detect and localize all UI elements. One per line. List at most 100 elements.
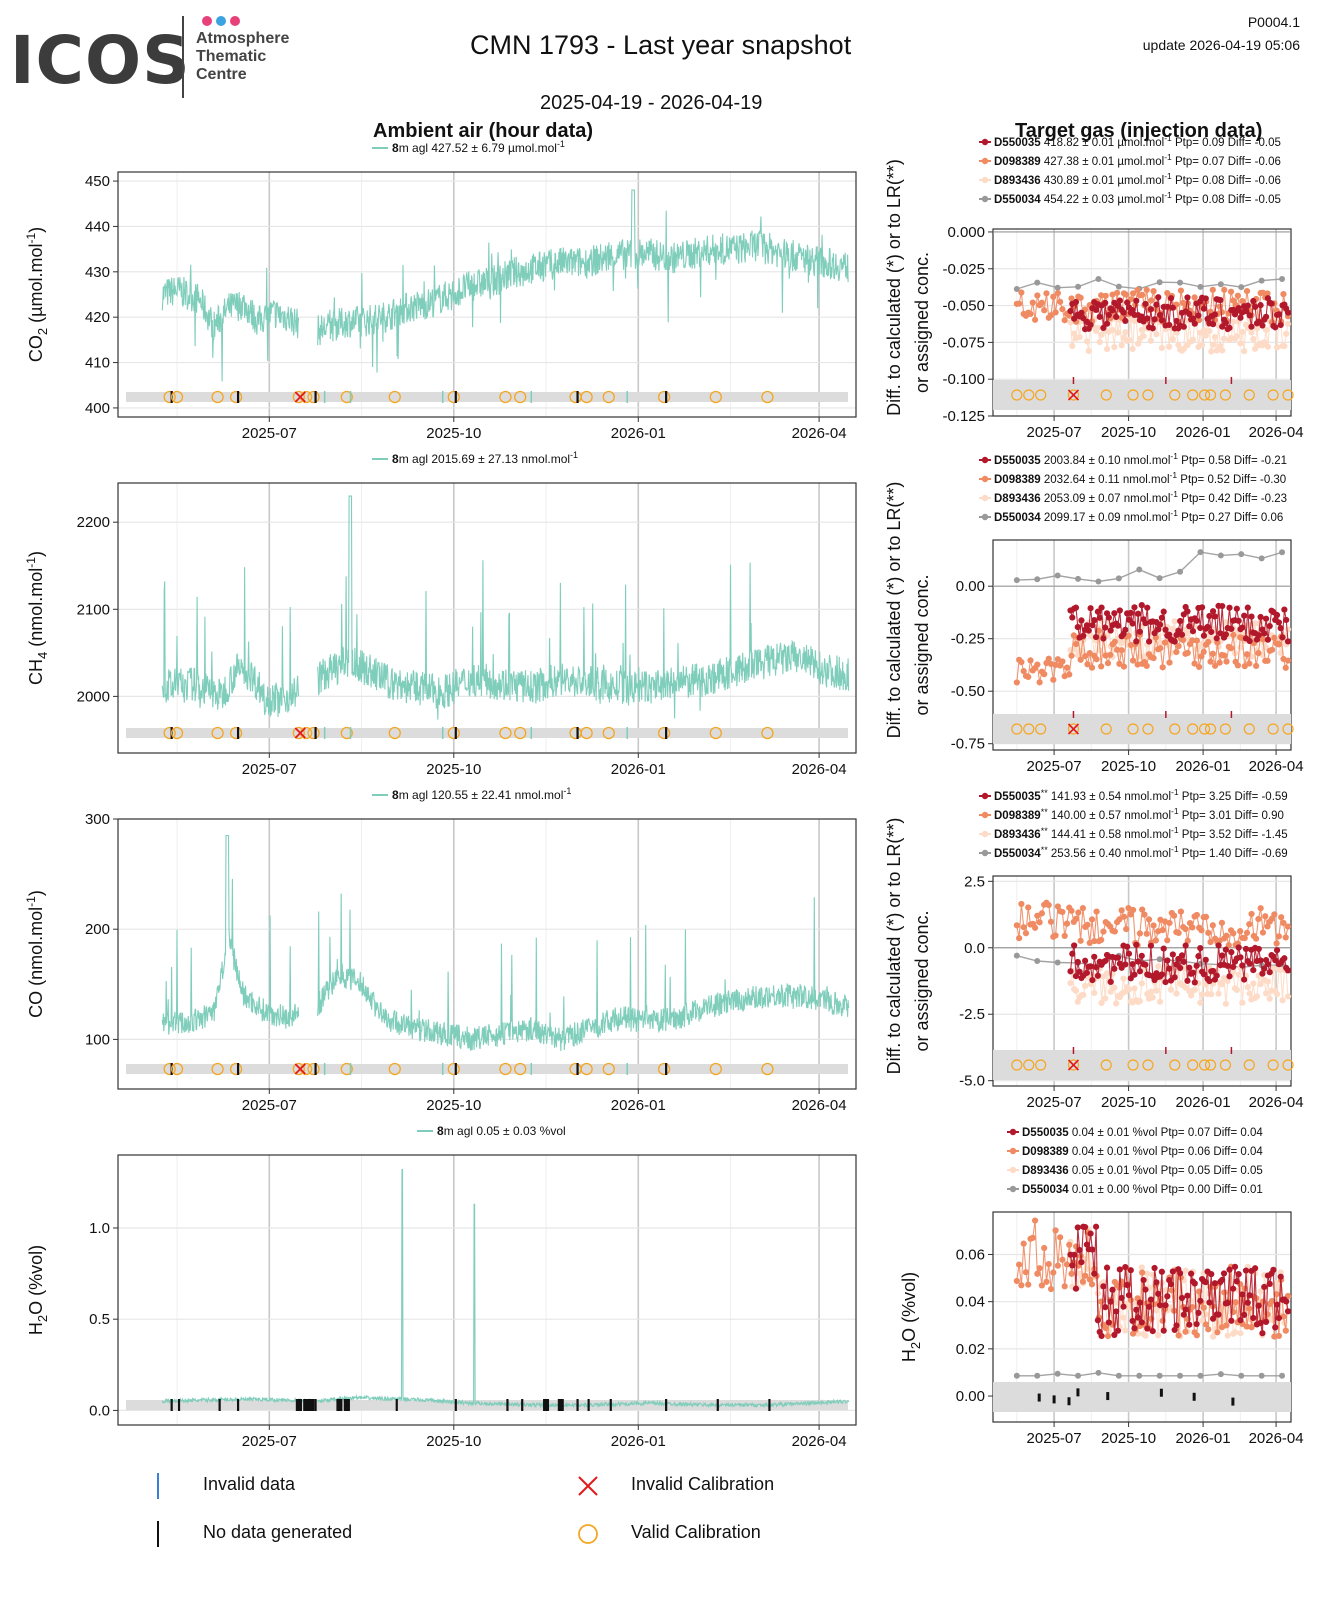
ambient-4-bg [118, 1155, 856, 1425]
target-valid-calibration [1282, 1059, 1294, 1071]
target-valid-calibration [1282, 389, 1294, 401]
target-series-line [1069, 1226, 1289, 1337]
valid-calibration-marker [211, 726, 224, 740]
ambient-3-xtick-label: 2025-07 [242, 1097, 297, 1114]
invalid-data-label: Invalid data [203, 1474, 296, 1494]
target-valid-calibration [1035, 723, 1047, 735]
target-2-xtick-label: 2026-04 [1249, 758, 1304, 775]
date-range: 2025-04-19 - 2026-04-19 [540, 92, 763, 114]
ambient-1-ytick-label: 420 [85, 309, 110, 326]
ambient-1-ytick-label: 400 [85, 400, 110, 417]
target-legend-dot [981, 195, 989, 203]
target-valid-calibration [1243, 389, 1255, 401]
no-data-block [303, 1399, 310, 1411]
target-series-line [1016, 902, 1289, 947]
target-legend-dot [1009, 1166, 1017, 1174]
target-series-D550035 [1067, 1223, 1292, 1340]
ambient-3-bg [118, 819, 856, 1089]
valid-calibration-marker [709, 726, 722, 740]
ambient-ylabel-4: H2O (%vol) [26, 1245, 50, 1335]
ambient-3-ytick-label: 300 [85, 811, 110, 828]
target-legend-label: D098389 0.04 ± 0.01 %vol Ptp= 0.06 Diff=… [1022, 1146, 1263, 1158]
target-series-D550035 [1067, 294, 1292, 333]
target-series-line [1016, 1372, 1283, 1377]
target-4-xtick-label: 2026-01 [1176, 1430, 1231, 1447]
target-series-line [1016, 278, 1283, 290]
calibration-band [126, 1400, 848, 1410]
target-legend-label: D550035 2003.84 ± 0.10 nmol.mol-1 Ptp= 0… [994, 451, 1287, 467]
ambient-3-ytick-label: 100 [85, 1031, 110, 1048]
target-series-D550035 [1067, 602, 1292, 645]
target-valid-calibration [1204, 723, 1217, 735]
target-series-line [1016, 1220, 1289, 1337]
target-valid-calibration [1067, 723, 1080, 735]
valid-calibration-marker [307, 726, 320, 740]
target-valid-calibration [1127, 723, 1139, 735]
logo-sub-2: Thematic [196, 48, 267, 65]
target-legend-dot [981, 849, 989, 857]
target-legend-label: D550034 2099.17 ± 0.09 nmol.mol-1 Ptp= 0… [994, 508, 1283, 524]
target-point [1284, 309, 1292, 316]
ambient-ylabel-2: CH4 (nmol.mol-1) [24, 551, 50, 685]
target-point [1160, 1327, 1167, 1334]
target-legend-dot [981, 494, 989, 502]
valid-calibration-marker [229, 390, 243, 404]
ambient-4-ytick-label: 0.0 [89, 1402, 110, 1419]
target-3-ytick-label: 0.0 [964, 940, 985, 957]
target-panel-4: 2025-07 2025-10 2026-01 2026-04 0.00 0.02 0.04… [899, 1127, 1304, 1447]
no-data-block [295, 1399, 302, 1411]
target-legend-label: D893436** 144.41 ± 0.58 nmol.mol-1 Ptp= … [994, 825, 1288, 841]
logo-text: ICOS [10, 22, 191, 99]
ambient-2-ytick-label: 2200 [77, 514, 110, 531]
target-valid-calibration [1187, 723, 1199, 735]
valid-calibration-marker [388, 726, 401, 740]
ambient-1-xtick-label: 2026-01 [611, 425, 666, 442]
no-data-block [336, 1399, 343, 1411]
target-valid-calibration [1067, 389, 1080, 401]
invalid-data-symbol [157, 1473, 159, 1499]
target-valid-calibration [1035, 1059, 1047, 1071]
target-2-ytick-label: -0.75 [951, 736, 985, 753]
target-point [1031, 1217, 1039, 1224]
invalid-calibration-marker [294, 727, 306, 739]
ambient-legend-label: 8m agl 2015.69 ± 27.13 nmol.mol-1 [392, 450, 578, 466]
target-valid-calibration [1100, 723, 1112, 735]
target-point [1067, 307, 1074, 315]
target-valid-calibration [1198, 1059, 1211, 1071]
target-legend-dot [981, 157, 989, 165]
logo-dot-pink [202, 16, 212, 26]
target-4-xtick-label: 2025-07 [1027, 1430, 1082, 1447]
ambient-series-line [161, 834, 850, 1052]
target-no-data-tick [1037, 1393, 1041, 1402]
ambient-1-bg [118, 172, 856, 417]
target-no-data-tick [1076, 1388, 1080, 1397]
valid-calibration-marker [229, 1062, 243, 1076]
valid-calibration-marker [388, 1062, 401, 1076]
valid-calibration-marker [602, 1062, 615, 1076]
ambient-1-xtick-label: 2025-10 [426, 425, 481, 442]
target-point [1209, 1333, 1217, 1340]
target-valid-calibration [1169, 389, 1181, 401]
target-ylabel-line1: Diff. to calculated (*) or to LR(**) [884, 818, 904, 1075]
target-legend-dot [981, 811, 989, 819]
ambient-legend-label: 8m agl 120.55 ± 22.41 nmol.mol-1 [392, 786, 571, 802]
target-valid-calibration [1267, 723, 1279, 735]
target-legend-dot [1009, 1185, 1017, 1193]
valid-calibration-label: Valid Calibration [631, 1522, 761, 1542]
target-valid-calibration [1198, 723, 1211, 735]
target-1-xtick-label: 2026-01 [1176, 424, 1231, 441]
ambient-panel-2: 2025-07 2025-10 2026-01 2026-04 2000 2100 2200… [24, 450, 857, 778]
target-ylabel-line2: or assigned conc. [912, 910, 932, 1051]
target-3-ytick-label: 2.5 [964, 873, 985, 890]
target-legend-label: D893436 430.89 ± 0.01 µmol.mol-1 Ptp= 0.… [994, 171, 1281, 187]
ambient-4-ytick-label: 0.5 [89, 1311, 110, 1328]
ambient-4-xtick-label: 2026-04 [792, 1433, 847, 1450]
valid-calibration-marker [211, 1062, 224, 1076]
logo-dot-blue [216, 16, 226, 26]
target-legend-label: D550035 418.82 ± 0.01 µmol.mol-1 Ptp= 0.… [994, 133, 1281, 149]
valid-calibration-marker [388, 390, 401, 404]
ambient-1-frame [117, 171, 857, 418]
target-ylabel-line2: or assigned conc. [912, 574, 932, 715]
target-legend-1: D550035 418.82 ± 0.01 µmol.mol-1 Ptp= 0.… [979, 133, 1281, 206]
